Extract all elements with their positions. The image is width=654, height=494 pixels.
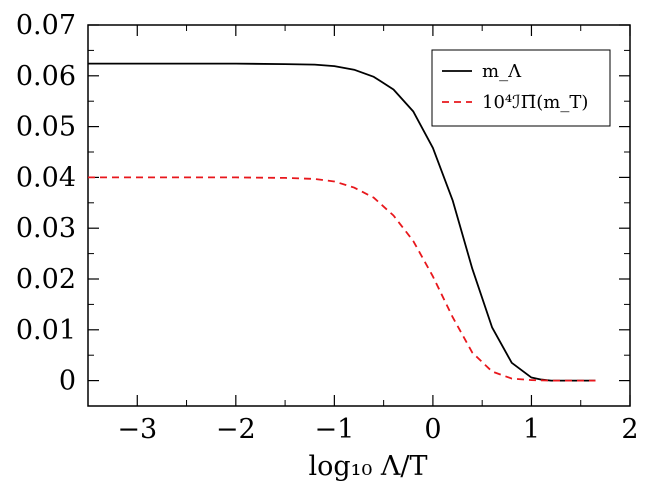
y-tick-label: 0.03	[16, 213, 76, 244]
y-tick-label: 0.04	[16, 162, 76, 193]
x-tick-label: 0	[424, 414, 441, 445]
x-tick-label: 1	[523, 414, 540, 445]
y-tick-label: 0.05	[16, 112, 76, 143]
axis-ticks: −3 −2 −1 0 1 2 0 0.01 0.02 0.03 0.04 0.05 0.06 0.07	[16, 10, 639, 445]
series-lines	[88, 62, 596, 382]
legend-label-series-2: 10⁴ℐΠ̄(m_T)	[482, 92, 588, 113]
x-tick-label: 2	[621, 414, 638, 445]
legend-box	[431, 49, 611, 127]
legend: m_Λ 10⁴ℐΠ̄(m_T)	[431, 49, 611, 127]
y-tick-label: 0	[59, 366, 76, 397]
plot-frame	[87, 24, 631, 407]
y-tick-label: 0.06	[16, 61, 76, 92]
x-tick-label: −2	[216, 414, 256, 445]
legend-label-series-1: m_Λ	[482, 61, 522, 82]
y-tick-label: 0.01	[16, 315, 76, 346]
x-tick-label: −1	[314, 414, 354, 445]
x-tick-label: −3	[117, 414, 157, 445]
series-line-1	[88, 62, 596, 382]
y-tick-label: 0.07	[16, 10, 76, 41]
x-axis-label: log₁₀ Λ/T	[308, 451, 427, 482]
series-line-2	[88, 176, 596, 382]
y-tick-label: 0.02	[16, 264, 76, 295]
